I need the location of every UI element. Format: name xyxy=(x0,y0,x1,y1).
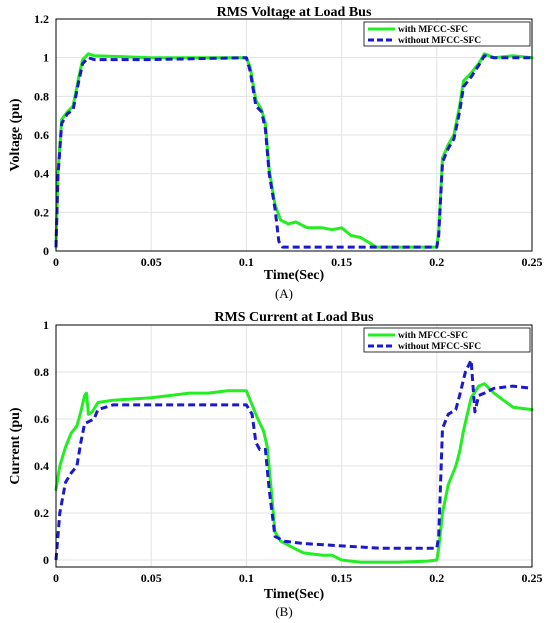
voltage-series xyxy=(54,52,534,249)
voltage-series-without-mfcc-sfc xyxy=(54,54,532,249)
voltage-y-tick-label: 0.2 xyxy=(34,205,49,219)
current-series xyxy=(54,358,534,564)
voltage-y-tick-label: 0 xyxy=(43,244,49,258)
current-legend-box xyxy=(363,327,531,353)
current-y-ticks: 0 0.2 0.4 0.6 0.8 1 xyxy=(34,318,49,567)
current-legend-label-without: without MFCC-SFC xyxy=(398,342,481,352)
voltage-x-axis-label: Time(Sec) xyxy=(264,268,325,283)
voltage-legend: with MFCC-SFC without MFCC-SFC xyxy=(363,21,531,47)
voltage-legend-label-with: with MFCC-SFC xyxy=(398,25,468,35)
current-chart: 0 0.05 0.1 0.15 0.2 0.25 0 0.2 0.4 0.6 0.8 1 RMS C… xyxy=(8,310,543,619)
voltage-y-axis-label: Voltage (pu) xyxy=(8,98,23,171)
voltage-series-with-mfcc-sfc xyxy=(54,52,534,249)
current-x-tick-label: 0.1 xyxy=(239,571,254,585)
voltage-panel-label: (A) xyxy=(275,286,293,301)
current-y-tick-label: 0.8 xyxy=(34,365,49,379)
voltage-plot-frame xyxy=(55,18,533,252)
voltage-y-tick-label: 0.6 xyxy=(34,128,49,142)
current-y-tick-label: 0.4 xyxy=(34,459,49,473)
current-x-axis-label: Time(Sec) xyxy=(264,587,325,602)
voltage-x-tick-label: 0.05 xyxy=(141,255,162,269)
voltage-legend-box xyxy=(363,21,531,47)
voltage-y-tick-label: 0.8 xyxy=(34,89,49,103)
current-plot-frame xyxy=(55,324,533,568)
voltage-y-tick-label: 1.2 xyxy=(34,12,49,26)
current-x-tick-label: 0 xyxy=(53,571,59,585)
voltage-chart-title: RMS Voltage at Load Bus xyxy=(217,5,372,20)
current-y-axis-label: Current (pu) xyxy=(8,407,23,484)
voltage-x-tick-label: 0.2 xyxy=(429,255,444,269)
current-series-without-mfcc-sfc xyxy=(54,358,533,561)
voltage-y-tick-label: 1 xyxy=(43,51,49,65)
voltage-x-ticks: 0 0.05 0.1 0.15 0.2 0.25 xyxy=(53,255,543,269)
current-x-tick-label: 0.2 xyxy=(429,571,444,585)
voltage-y-ticks: 0 0.2 0.4 0.6 0.8 1 1.2 xyxy=(34,12,49,258)
voltage-x-tick-label: 0.25 xyxy=(522,255,543,269)
voltage-legend-label-without: without MFCC-SFC xyxy=(398,36,481,46)
voltage-x-tick-label: 0.1 xyxy=(239,255,254,269)
voltage-chart: 0 0.05 0.1 0.15 0.2 0.25 0 0.2 0.4 0.6 0.8 1 1.2 RM… xyxy=(8,5,543,301)
current-y-tick-label: 0 xyxy=(43,553,49,567)
current-x-ticks: 0 0.05 0.1 0.15 0.2 0.25 xyxy=(53,571,543,585)
current-y-tick-label: 0.6 xyxy=(34,412,49,426)
current-panel-label: (B) xyxy=(275,604,292,619)
current-grid xyxy=(56,325,532,567)
current-x-tick-label: 0.15 xyxy=(331,571,352,585)
current-series-with-mfcc-sfc xyxy=(54,382,534,564)
current-x-tick-label: 0.05 xyxy=(141,571,162,585)
current-chart-title: RMS Current at Load Bus xyxy=(214,310,374,325)
current-y-tick-label: 0.2 xyxy=(34,506,49,520)
current-y-tick-label: 1 xyxy=(43,318,49,332)
current-legend-label-with: with MFCC-SFC xyxy=(398,331,468,341)
current-legend: with MFCC-SFC without MFCC-SFC xyxy=(363,327,531,353)
voltage-grid xyxy=(56,19,532,251)
voltage-x-tick-label: 0 xyxy=(53,255,59,269)
current-x-tick-label: 0.25 xyxy=(522,571,543,585)
voltage-y-tick-label: 0.4 xyxy=(34,167,49,181)
voltage-x-tick-label: 0.15 xyxy=(331,255,352,269)
